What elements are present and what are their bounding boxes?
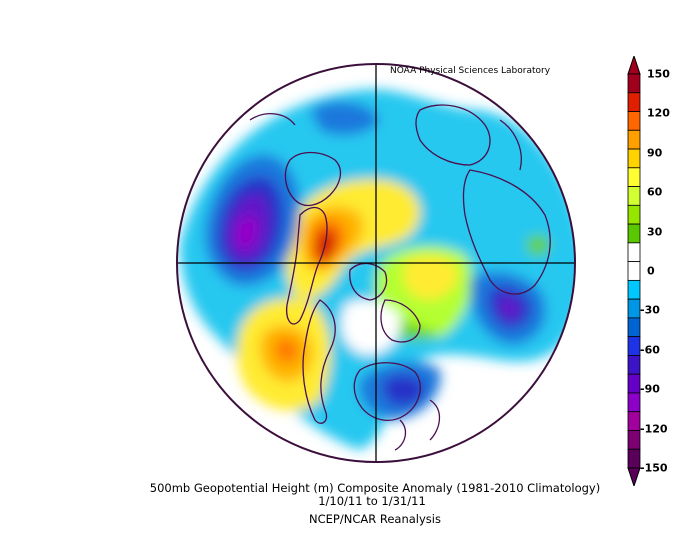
colorbar-label: -30 xyxy=(640,303,660,317)
colorbar-label: 60 xyxy=(647,185,663,199)
anomaly-field xyxy=(177,64,575,462)
colorbar-label: 30 xyxy=(647,225,663,239)
colorbar-bin xyxy=(627,448,641,469)
colorbar-bin xyxy=(627,204,641,225)
colorbar-bin xyxy=(627,279,641,300)
dataset-label: NCEP/NCAR Reanalysis xyxy=(309,512,441,526)
colorbar-bin xyxy=(627,317,641,338)
colorbar-label: 150 xyxy=(647,67,670,81)
colorbar-bin xyxy=(627,336,641,356)
colorbar-bin xyxy=(627,167,641,187)
colorbar-label: -150 xyxy=(640,461,668,475)
figure-title: 500mb Geopotential Height (m) Composite … xyxy=(149,481,601,495)
date-range: 1/10/11 to 1/31/11 xyxy=(318,494,426,508)
colorbar-bin xyxy=(627,223,641,244)
colorbar-bin xyxy=(627,261,641,281)
colorbar-bin xyxy=(627,430,641,450)
colorbar-bin xyxy=(627,373,641,394)
colorbar-bin xyxy=(627,298,641,319)
colorbar-bottom-arrow xyxy=(627,467,641,486)
colorbar-bin xyxy=(627,92,641,112)
colorbar-bin xyxy=(627,355,641,375)
colorbar-bin xyxy=(627,186,641,206)
colorbar-bin xyxy=(627,73,641,94)
colorbar-bin xyxy=(627,392,641,413)
colorbar-label: 120 xyxy=(647,106,670,120)
colorbar-label: 0 xyxy=(647,264,655,278)
colorbar-bin xyxy=(627,411,641,431)
map-boundary xyxy=(176,63,576,463)
colorbar-top-arrow xyxy=(627,56,641,75)
colorbar-bin xyxy=(627,111,641,131)
colorbar-label: 90 xyxy=(647,146,663,160)
credit-label: NOAA Physical Sciences Laboratory xyxy=(390,66,551,76)
colorbar-label: -120 xyxy=(640,422,668,436)
colorbar-bin xyxy=(627,242,641,263)
colorbar-bin xyxy=(627,148,641,169)
colorbar xyxy=(627,56,641,486)
colorbar-label: -90 xyxy=(640,382,660,396)
colorbar-bin xyxy=(627,129,641,150)
colorbar-label: -60 xyxy=(640,343,660,357)
